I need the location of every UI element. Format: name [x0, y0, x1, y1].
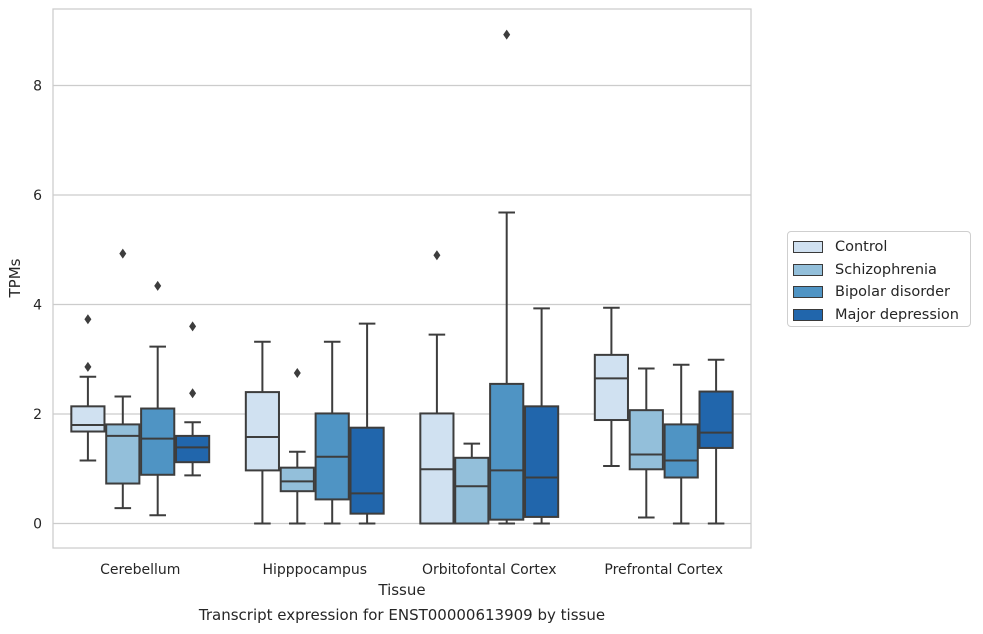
- x-tick-label: Cerebellum: [100, 562, 180, 578]
- box: [593, 306, 629, 468]
- legend-swatch: [793, 308, 823, 321]
- box: [105, 248, 141, 510]
- outlier-point: [189, 321, 197, 332]
- legend-swatch: [793, 286, 823, 299]
- box-iqr: [105, 423, 141, 485]
- box: [419, 250, 455, 525]
- box-iqr: [593, 353, 629, 422]
- outlier-point: [433, 250, 441, 261]
- outlier-point: [189, 388, 197, 399]
- box: [663, 363, 699, 525]
- legend-label: Bipolar disorder: [835, 284, 950, 301]
- legend-label: Major depression: [835, 306, 959, 323]
- legend-item: Control: [793, 236, 970, 259]
- box: [489, 29, 525, 525]
- box-iqr: [140, 407, 176, 476]
- boxes: [70, 29, 734, 525]
- box: [279, 367, 315, 525]
- box: [70, 314, 106, 462]
- box-iqr: [175, 434, 211, 464]
- box-iqr: [698, 390, 734, 449]
- box: [454, 442, 490, 525]
- box-iqr: [244, 391, 280, 472]
- y-tick-label: 4: [33, 298, 42, 314]
- legend-item: Bipolar disorder: [793, 281, 970, 304]
- outlier-point: [84, 314, 92, 325]
- legend-label: Control: [835, 239, 888, 256]
- box-iqr: [70, 405, 106, 433]
- legend-label: Schizophrenia: [835, 261, 937, 278]
- box: [349, 322, 385, 525]
- y-tick-label: 0: [33, 517, 42, 533]
- box-iqr: [279, 466, 315, 493]
- box: [524, 307, 560, 525]
- legend: Control Schizophrenia Bipolar disorder M…: [787, 231, 971, 327]
- y-tick-label: 8: [33, 79, 42, 95]
- x-tick-label: Orbitofontal Cortex: [422, 562, 557, 578]
- outlier-point: [84, 361, 92, 372]
- legend-item: Major depression: [793, 304, 970, 327]
- box: [244, 340, 280, 525]
- box-iqr: [454, 456, 490, 525]
- x-axis-label: Tissue: [377, 581, 425, 599]
- x-tick-label: Prefrontal Cortex: [604, 562, 723, 578]
- y-axis-label: TPMs: [6, 258, 24, 298]
- legend-swatch: [793, 241, 823, 254]
- outlier-point: [119, 248, 127, 259]
- box: [175, 321, 211, 477]
- box: [628, 367, 664, 519]
- outlier-point: [154, 280, 162, 291]
- x-tick-labels: Cerebellum Hipppocampus Orbitofontal Corte…: [100, 562, 723, 578]
- legend-swatch: [793, 263, 823, 276]
- box-iqr: [663, 423, 699, 479]
- y-tick-labels: 0 2 4 6 8: [33, 79, 42, 533]
- box: [314, 340, 350, 525]
- outlier-point: [293, 367, 301, 378]
- x-tick-label: Hipppocampus: [262, 562, 367, 578]
- box: [698, 358, 734, 525]
- box: [140, 280, 176, 517]
- outlier-point: [503, 29, 511, 40]
- y-tick-label: 2: [33, 407, 42, 423]
- legend-item: Schizophrenia: [793, 259, 970, 282]
- box-iqr: [489, 382, 525, 521]
- chart-caption: Transcript expression for ENST0000061390…: [198, 606, 606, 624]
- box-iqr: [628, 409, 664, 471]
- box-iqr: [524, 405, 560, 518]
- box-iqr: [349, 426, 385, 515]
- y-tick-label: 6: [33, 188, 42, 204]
